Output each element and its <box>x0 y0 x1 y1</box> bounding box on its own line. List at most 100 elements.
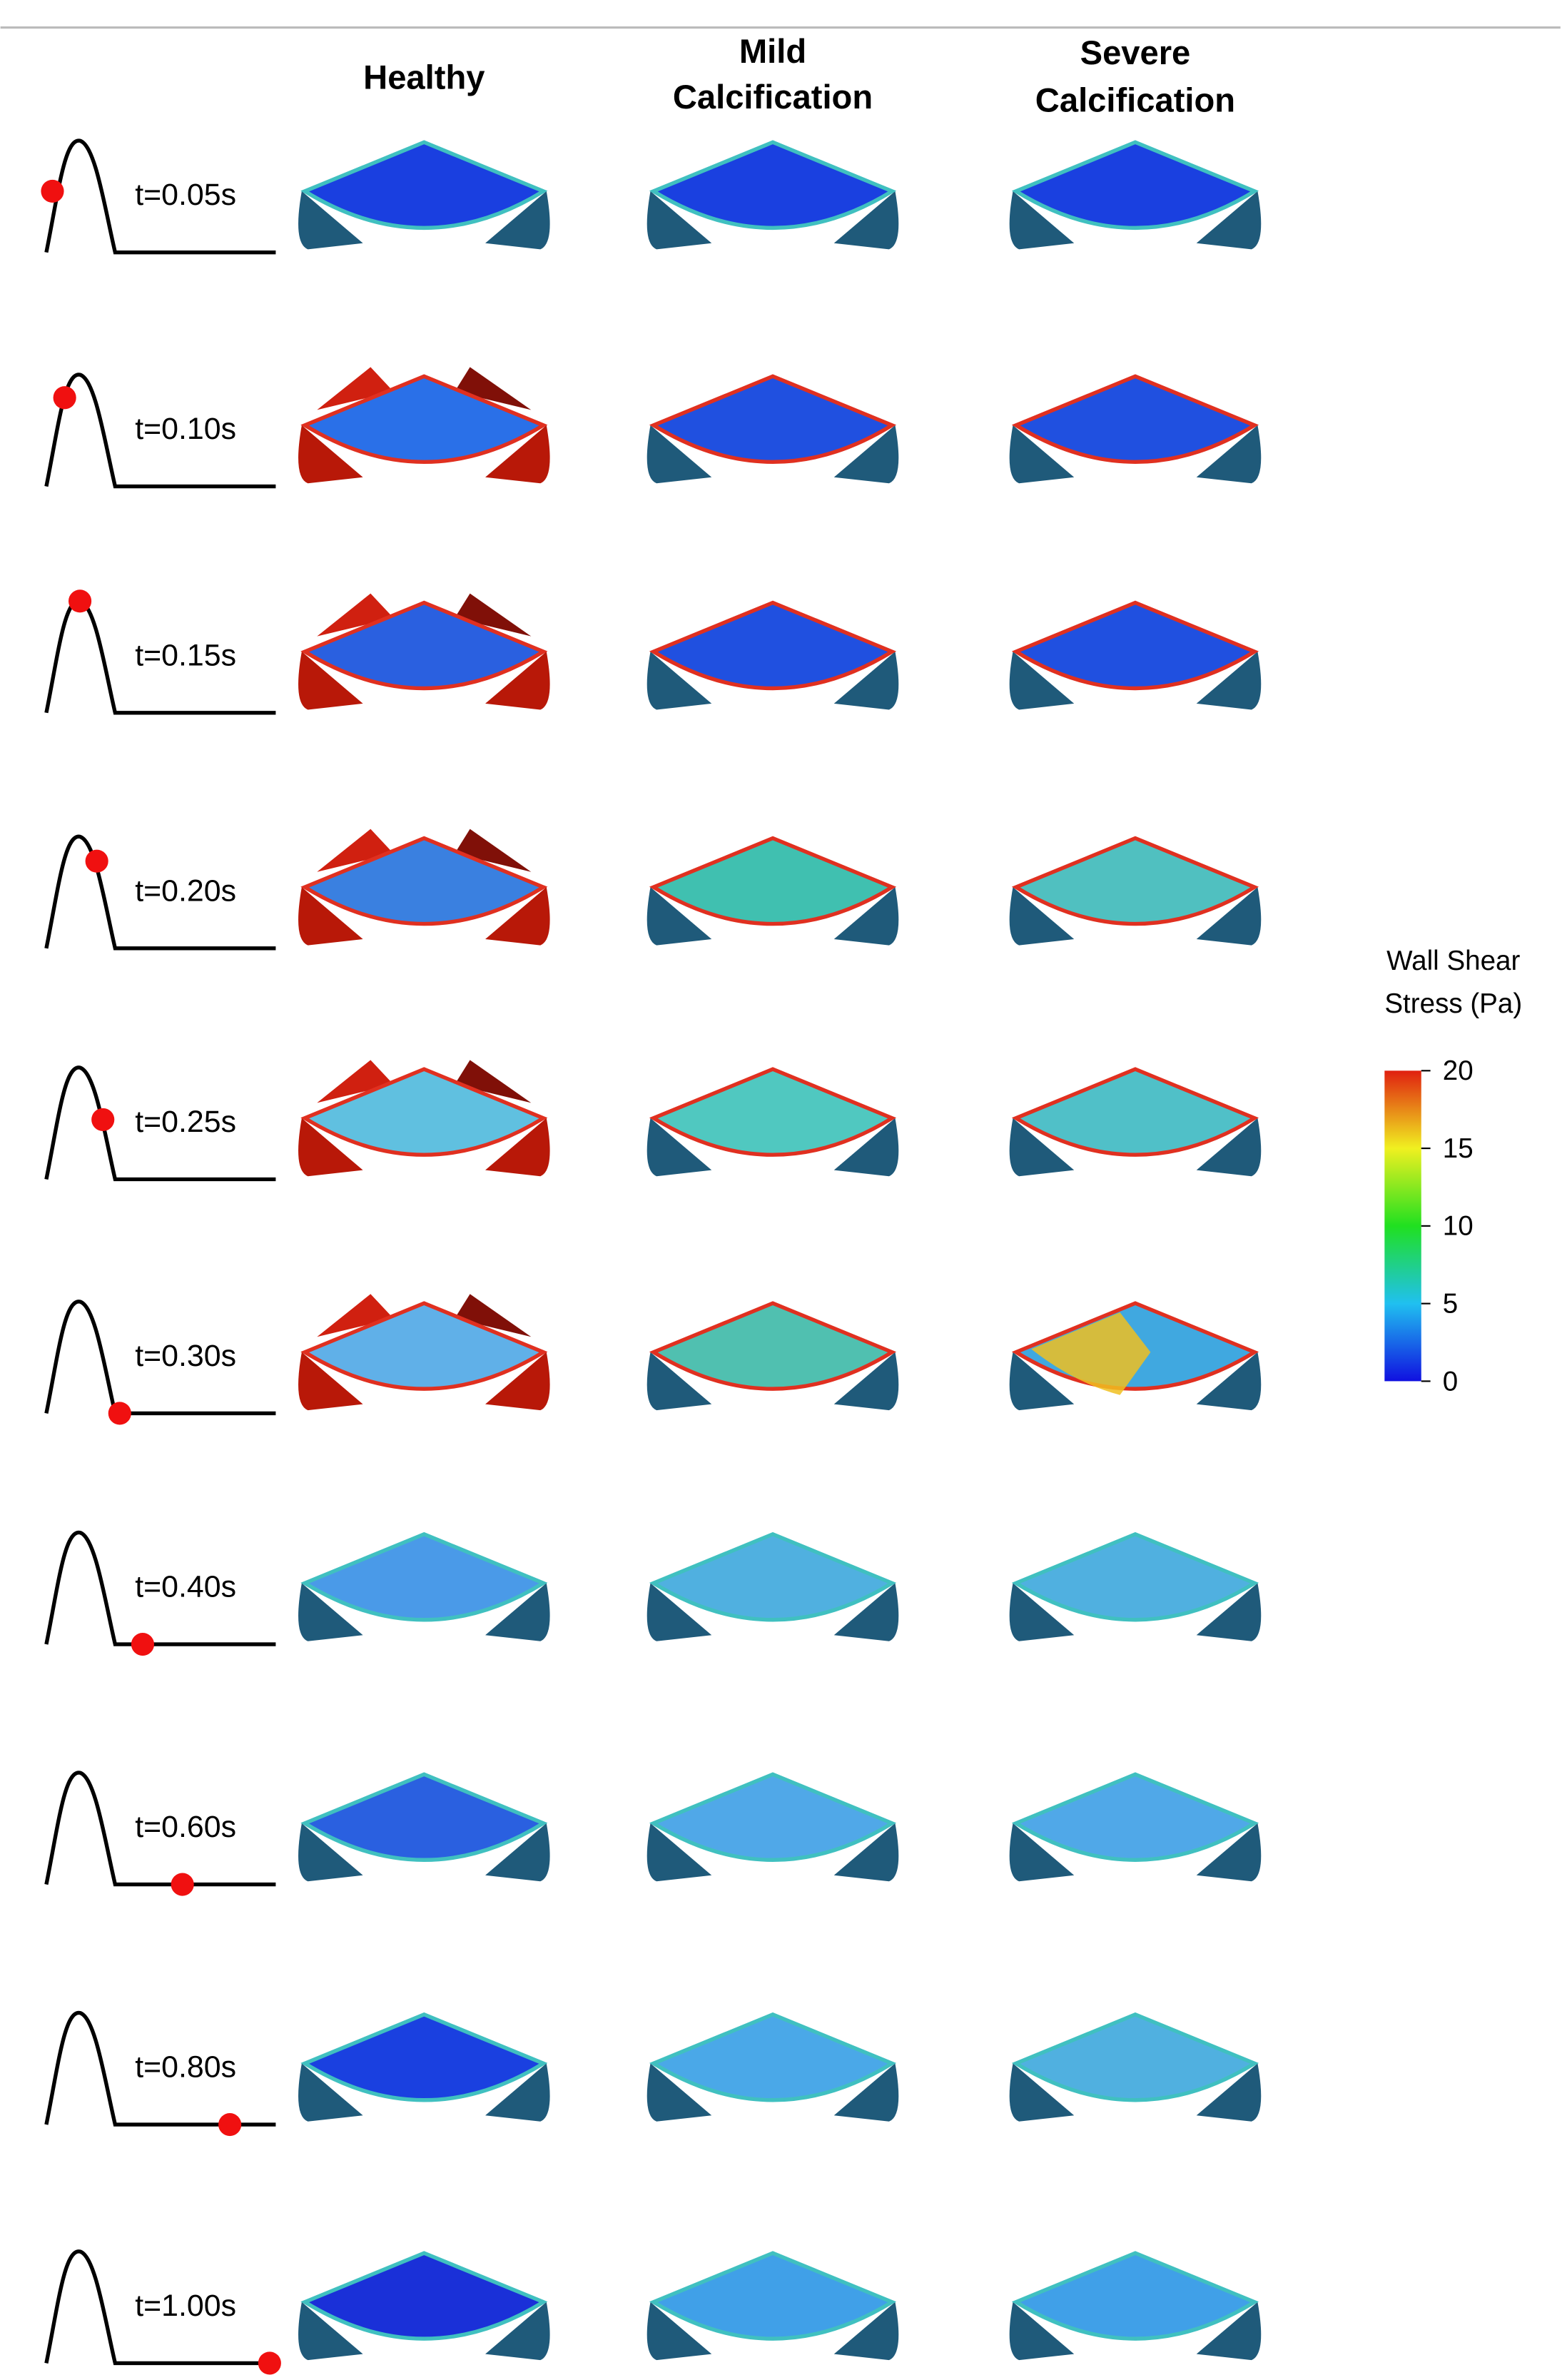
valve <box>646 2012 899 2122</box>
valve-lobe <box>833 2301 899 2361</box>
time-label: t=0.25s <box>135 1105 236 1139</box>
valve-lobe <box>646 191 712 250</box>
colorbar-title: Wall Shear <box>1386 946 1520 976</box>
valve-lobe <box>298 425 363 484</box>
waveform <box>44 1300 276 1416</box>
colorbar-tick-label: 0 <box>1443 1366 1458 1397</box>
valve-lobe <box>1196 425 1262 484</box>
valve-leaflet <box>300 2251 548 2341</box>
valve <box>298 1060 550 1177</box>
valve-lobe <box>317 829 394 872</box>
valve <box>646 1531 899 1641</box>
valve-leaflet <box>649 140 897 231</box>
column-header: Mild <box>739 32 806 70</box>
waveform <box>44 834 276 951</box>
valve-lobe <box>485 1118 550 1177</box>
valve <box>646 1067 899 1177</box>
valve-leaflet <box>300 1067 548 1157</box>
valve-leaflet <box>1011 374 1259 464</box>
time-label: t=0.15s <box>135 638 236 672</box>
valve-leaflet <box>300 140 548 231</box>
valve-lobe <box>485 652 550 710</box>
valve <box>646 140 899 250</box>
valve-lobe <box>833 1583 899 1641</box>
valve-lobe <box>485 425 550 484</box>
valve-lobe <box>646 425 712 484</box>
valve <box>1009 600 1262 710</box>
valve-leaflet <box>649 1067 897 1157</box>
valve-leaflet <box>649 600 897 691</box>
time-label: t=0.60s <box>135 1810 236 1844</box>
time-marker <box>218 2112 242 2137</box>
colorbar <box>1384 1070 1421 1382</box>
column-header: Calcification <box>1035 81 1235 118</box>
valve-lobe <box>1196 1118 1262 1177</box>
column-header: Severe <box>1080 34 1191 71</box>
valve-lobe <box>833 887 899 946</box>
valve-lobe <box>1009 887 1075 946</box>
valve-lobe <box>833 2063 899 2122</box>
time-marker <box>171 1873 194 1896</box>
valve-lobe <box>646 2301 712 2361</box>
valve-leaflet <box>649 1301 897 1391</box>
valve-lobe <box>455 593 532 637</box>
valve-lobe <box>1009 2301 1075 2361</box>
valve-lobe <box>317 593 394 637</box>
valve-leaflet <box>300 1531 548 1622</box>
valve-lobe <box>298 1583 363 1641</box>
valve <box>646 2251 899 2361</box>
valve-lobe <box>646 1352 712 1411</box>
valve-lobe <box>317 1060 394 1103</box>
valve <box>298 2012 550 2122</box>
valve-lobe <box>1196 191 1262 250</box>
valve-leaflet <box>649 1772 897 1862</box>
valve-leaflet <box>1011 1772 1259 1862</box>
time-label: t=0.20s <box>135 873 236 908</box>
waveform <box>44 1530 276 1646</box>
column-header: Calcification <box>673 78 873 116</box>
time-marker <box>131 1632 155 1656</box>
time-marker <box>108 1402 131 1425</box>
valve-lobe <box>646 2063 712 2122</box>
valve-leaflet <box>1011 2012 1259 2102</box>
time-label: t=0.05s <box>135 178 236 212</box>
valve-lobe <box>455 367 532 410</box>
valve-lobe <box>1196 652 1262 710</box>
time-marker <box>258 2351 281 2375</box>
valve-lobe <box>1009 425 1075 484</box>
waveform <box>44 373 276 489</box>
time-label: t=0.40s <box>135 1570 236 1604</box>
valve-leaflet <box>649 2251 897 2341</box>
valve-lobe <box>485 1583 550 1641</box>
valve-leaflet <box>1011 2251 1259 2341</box>
valve-lobe <box>317 1294 394 1337</box>
valve-lobe <box>1009 1352 1075 1411</box>
valve-leaflet <box>1011 600 1259 691</box>
valve-lobe <box>1196 1583 1262 1641</box>
valve <box>298 140 550 250</box>
valve <box>1009 374 1262 484</box>
valve-leaflet <box>649 2012 897 2102</box>
valve <box>1009 2012 1262 2122</box>
valve-lobe <box>1009 191 1075 250</box>
valve-lobe <box>833 425 899 484</box>
valve <box>1009 2251 1262 2361</box>
valve-lobe <box>485 2063 550 2122</box>
time-label: t=1.00s <box>135 2289 236 2323</box>
valve-leaflet <box>300 374 548 464</box>
valve-lobe <box>646 1118 712 1177</box>
valve-lobe <box>485 887 550 946</box>
valve-lobe <box>1009 2063 1075 2122</box>
valve-leaflet <box>649 374 897 464</box>
valve-leaflet <box>300 2012 548 2102</box>
colorbar-title: Stress (Pa) <box>1384 988 1522 1019</box>
valve-leaflet <box>300 836 548 926</box>
valve-lobe <box>298 2301 363 2361</box>
valve <box>298 593 550 710</box>
valve-lobe <box>298 652 363 710</box>
valve-leaflet <box>1011 836 1259 926</box>
time-marker <box>91 1108 115 1131</box>
valve-leaflet <box>1011 140 1259 231</box>
valve-lobe <box>298 1352 363 1411</box>
